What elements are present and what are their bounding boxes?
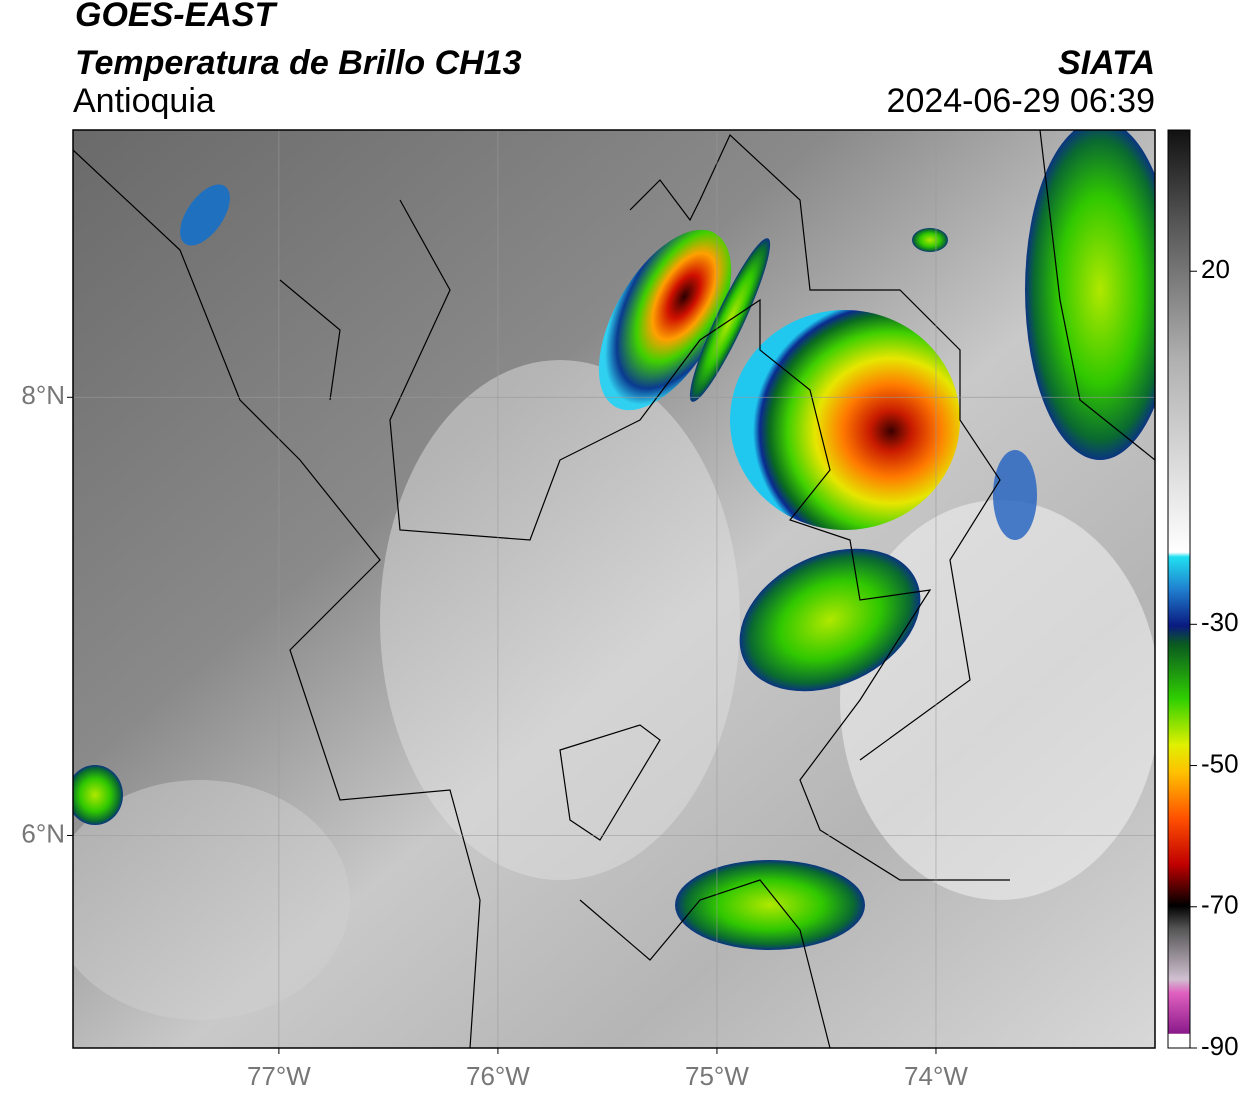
x-tick-label: 77°W (247, 1061, 311, 1091)
map-image (73, 130, 1155, 1048)
title: GOES-EAST (75, 0, 278, 34)
datetime: 2024-06-29 06:39 (887, 82, 1155, 120)
colorbar-tick-label: -50 (1201, 748, 1239, 778)
x-tick-label: 76°W (466, 1061, 530, 1091)
colorbar-tick-label: -70 (1201, 890, 1239, 920)
region: Antioquia (73, 82, 215, 120)
axes: 77°W 76°W 75°W 74°W 6°N 8°N (21, 380, 968, 1091)
x-tick-label: 74°W (904, 1061, 968, 1091)
colorbar-tick-label: -90 (1201, 1031, 1239, 1061)
colorbar (1167, 129, 1191, 1049)
y-tick-label: 8°N (21, 380, 65, 410)
grid (73, 130, 1155, 1048)
colorbar-tick-label: 20 (1201, 254, 1230, 284)
colorbar-tick-label: -30 (1201, 607, 1239, 637)
map-frame (72, 129, 1156, 1049)
x-tick-label: 75°W (685, 1061, 749, 1091)
y-tick-label: 6°N (21, 818, 65, 848)
source: SIATA (1058, 44, 1155, 82)
subtitle: Temperatura de Brillo CH13 (75, 44, 522, 82)
